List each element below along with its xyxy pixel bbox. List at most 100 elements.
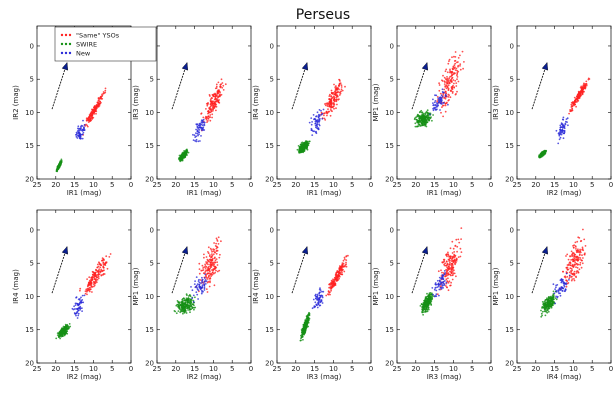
same-point xyxy=(447,289,450,292)
same-point xyxy=(341,273,344,276)
swire-point xyxy=(420,111,423,114)
same-point xyxy=(451,92,454,94)
new-point xyxy=(437,97,440,100)
new-point xyxy=(555,291,558,293)
same-point xyxy=(215,269,217,272)
swire-point xyxy=(59,337,61,340)
new-point xyxy=(194,280,197,282)
same-point xyxy=(209,247,212,250)
new-point xyxy=(321,117,324,120)
same-point xyxy=(330,104,333,106)
new-point xyxy=(196,130,199,133)
new-point xyxy=(441,88,444,91)
new-point xyxy=(197,127,200,130)
new-point xyxy=(316,111,319,114)
same-point xyxy=(214,267,216,270)
y-axis-label: MP1 (mag) xyxy=(132,267,140,305)
swire-point xyxy=(300,142,303,145)
same-point xyxy=(216,90,219,93)
reddening-vector-arrowhead xyxy=(181,62,189,71)
same-point xyxy=(572,258,575,261)
new-point xyxy=(75,135,78,138)
same-point xyxy=(585,80,588,83)
new-point xyxy=(79,128,82,131)
same-point xyxy=(330,89,333,92)
swire-point xyxy=(540,315,543,318)
same-point xyxy=(98,270,100,272)
same-point xyxy=(448,267,450,270)
same-point xyxy=(95,110,98,113)
swire-point xyxy=(64,329,67,331)
new-point xyxy=(565,272,568,275)
same-point xyxy=(569,261,572,264)
same-point xyxy=(572,246,575,249)
same-point xyxy=(333,107,335,110)
same-point xyxy=(444,70,447,73)
same-point xyxy=(224,83,227,86)
same-point xyxy=(582,257,584,259)
same-point xyxy=(222,84,225,87)
same-point xyxy=(439,92,442,95)
same-point xyxy=(454,263,456,266)
x-tick-label: 20 xyxy=(51,181,60,189)
new-point xyxy=(564,290,566,293)
new-point xyxy=(556,296,559,299)
same-point xyxy=(89,119,92,122)
new-point xyxy=(80,296,82,299)
x-axis-label: IR4 (mag) xyxy=(547,373,582,381)
new-point xyxy=(441,284,444,286)
same-point xyxy=(581,259,583,262)
same-point xyxy=(91,113,93,116)
same-point xyxy=(101,97,104,100)
same-point xyxy=(451,265,453,268)
x-tick-label: 20 xyxy=(291,181,300,189)
y-tick-label: 5 xyxy=(30,76,34,84)
same-point xyxy=(583,82,585,85)
new-point xyxy=(204,273,207,276)
same-point xyxy=(326,111,329,114)
same-point xyxy=(79,287,82,290)
new-point xyxy=(567,124,569,127)
same-point xyxy=(566,275,569,278)
y-tick-label: 20 xyxy=(25,176,34,184)
new-point xyxy=(315,303,318,306)
same-point xyxy=(212,268,215,270)
same-point xyxy=(456,258,458,260)
same-point xyxy=(323,117,326,120)
same-point xyxy=(567,264,570,266)
same-point xyxy=(345,255,348,257)
same-point xyxy=(329,108,332,110)
same-point xyxy=(90,281,93,284)
swire-point xyxy=(299,151,301,154)
same-point xyxy=(216,94,218,97)
same-point xyxy=(215,109,217,112)
same-point xyxy=(208,269,211,272)
x-tick-label: 10 xyxy=(209,181,218,189)
swire-point xyxy=(428,302,431,305)
same-point xyxy=(330,289,332,292)
same-point xyxy=(213,242,216,244)
same-point xyxy=(450,263,453,265)
swire-point xyxy=(302,323,305,326)
new-point xyxy=(553,292,556,295)
same-point xyxy=(204,263,207,266)
swire-point xyxy=(302,147,305,150)
new-point xyxy=(557,289,560,291)
same-point xyxy=(333,93,336,96)
same-point xyxy=(446,255,448,258)
new-point xyxy=(197,140,200,143)
swire-point xyxy=(555,298,558,301)
same-point xyxy=(345,263,347,266)
same-point xyxy=(457,57,460,59)
same-point xyxy=(573,270,576,273)
same-point xyxy=(210,97,213,99)
new-point xyxy=(441,281,443,283)
swire-point xyxy=(182,300,185,302)
same-point xyxy=(445,253,447,256)
same-point xyxy=(459,68,462,71)
x-tick-label: 25 xyxy=(393,181,402,189)
swire-point xyxy=(177,310,180,312)
new-point xyxy=(435,286,437,289)
y-tick-label: 0 xyxy=(270,226,274,234)
